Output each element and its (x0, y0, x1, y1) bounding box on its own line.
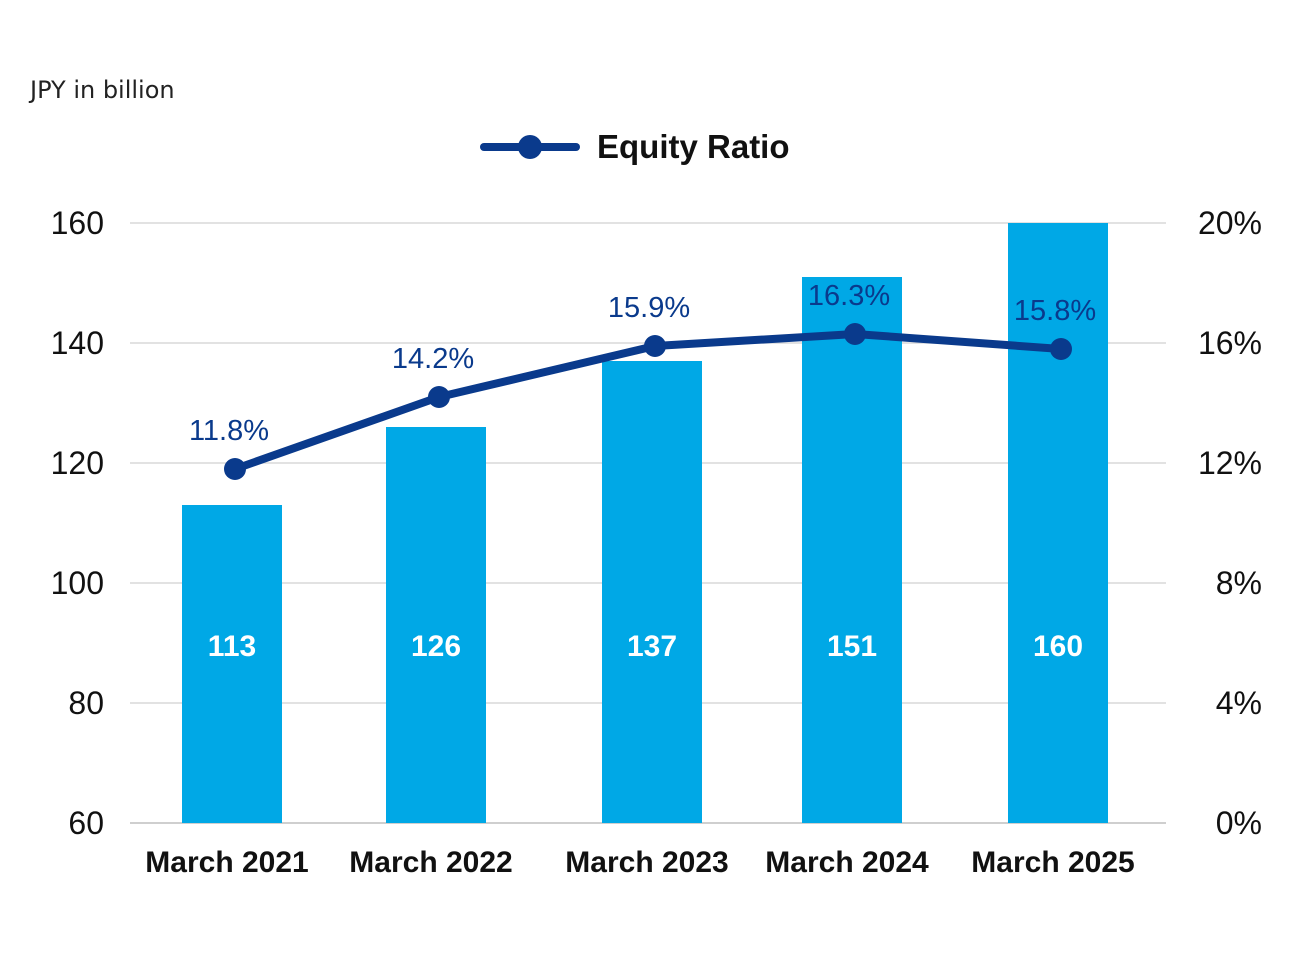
bar-value-label: 113 (208, 630, 256, 663)
bar (602, 361, 702, 823)
y-right-tick-label: 20% (1198, 205, 1262, 241)
x-category-label: March 2024 (765, 846, 929, 879)
bar (1008, 223, 1108, 823)
legend-label: Equity Ratio (597, 128, 790, 165)
equity-ratio-point (1050, 338, 1072, 360)
bar (182, 505, 282, 823)
y-right-tick-label: 4% (1216, 685, 1262, 721)
bar-value-label: 160 (1033, 630, 1083, 663)
x-category-label: March 2023 (565, 846, 728, 879)
equity-ratio-point (644, 335, 666, 357)
x-category-label: March 2022 (349, 846, 512, 879)
y-left-tick-label: 100 (51, 565, 104, 601)
equity-ratio-label: 16.3% (808, 280, 890, 312)
bar-value-label: 126 (411, 630, 461, 663)
equity-ratio-label: 15.8% (1014, 295, 1096, 327)
y-left-tick-label: 120 (51, 445, 104, 481)
legend-marker (518, 135, 542, 159)
equity-ratio-label: 15.9% (608, 292, 690, 324)
y-left-tick-label: 60 (68, 805, 104, 841)
bar (386, 427, 486, 823)
unit-label: JPY in billion (30, 76, 175, 104)
equity-ratio-point (844, 323, 866, 345)
y-left-tick-label: 160 (51, 205, 104, 241)
equity-ratio-point (224, 458, 246, 480)
bar-value-label: 137 (627, 630, 677, 663)
equity-ratio-point (428, 386, 450, 408)
y-left-tick-label: 80 (68, 685, 104, 721)
y-right-tick-label: 0% (1216, 805, 1262, 841)
x-category-label: March 2021 (145, 846, 308, 879)
y-right-tick-label: 8% (1216, 565, 1262, 601)
x-category-label: March 2025 (971, 846, 1134, 879)
y-right-tick-label: 16% (1198, 325, 1262, 361)
bar-value-label: 151 (827, 630, 877, 663)
equity-ratio-label: 14.2% (392, 343, 474, 375)
y-left-tick-label: 140 (51, 325, 104, 361)
y-right-tick-label: 12% (1198, 445, 1262, 481)
equity-ratio-label: 11.8% (189, 415, 269, 447)
bar (802, 277, 902, 823)
